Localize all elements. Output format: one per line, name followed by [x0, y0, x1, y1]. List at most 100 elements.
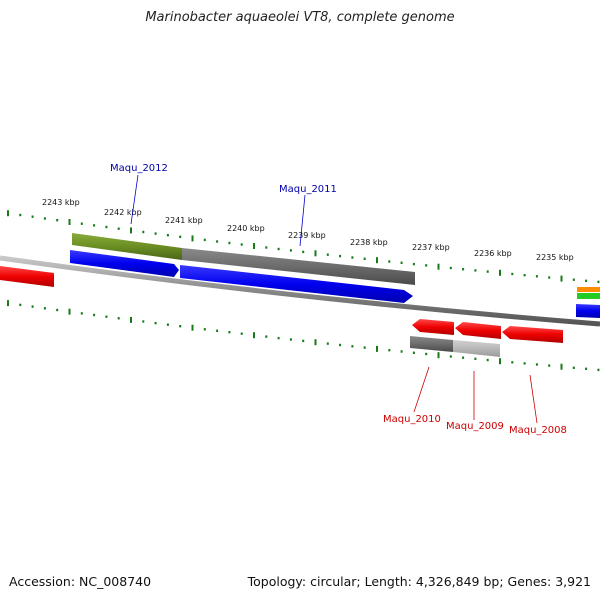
minor-tick — [535, 363, 538, 366]
minor-tick — [449, 266, 452, 270]
minor-tick — [474, 269, 477, 272]
minor-tick — [302, 339, 305, 343]
minor-tick — [240, 332, 243, 335]
minor-tick — [523, 274, 526, 277]
gene-label-maqu-2008[interactable]: Maqu_2008 — [509, 425, 567, 436]
major-tick — [314, 250, 317, 257]
minor-tick — [339, 254, 342, 258]
feature-band-reverse-gray — [410, 336, 453, 352]
minor-tick — [265, 335, 268, 338]
minor-tick — [535, 275, 538, 278]
minor-tick — [19, 213, 22, 217]
gene-arrow-maqu-2011[interactable] — [180, 265, 413, 303]
inner-tick-track — [7, 300, 600, 372]
gene-label-maqu-2012[interactable]: Maqu_2012 — [110, 163, 168, 174]
gene-arrow-left-red[interactable] — [0, 266, 54, 287]
minor-tick — [56, 308, 59, 312]
minor-tick — [400, 350, 403, 353]
minor-tick — [80, 312, 83, 315]
gene-arrow-maqu-2009[interactable] — [455, 322, 501, 339]
tick-label: 2240 kbp — [227, 224, 265, 233]
major-tick — [560, 275, 563, 282]
major-tick — [7, 210, 9, 217]
tick-label: 2238 kbp — [350, 238, 388, 247]
feature-band-reverse-lightgray — [453, 340, 500, 357]
minor-tick — [277, 247, 280, 251]
tick-label: 2237 kbp — [412, 243, 450, 252]
minor-tick — [142, 320, 145, 323]
minor-tick — [572, 278, 575, 281]
accession-text: Accession: NC_008740 — [9, 574, 152, 589]
feature-band-gray — [182, 248, 415, 285]
major-tick — [376, 257, 378, 264]
feature-strip-green — [577, 293, 600, 299]
minor-tick — [597, 368, 600, 372]
tick-label: 2236 kbp — [474, 249, 512, 258]
gene-label-maqu-2010[interactable]: Maqu_2010 — [383, 414, 441, 425]
minor-tick — [166, 323, 169, 326]
minor-tick — [117, 227, 120, 230]
minor-tick — [228, 331, 231, 334]
gene-arrow-maqu-2008[interactable] — [502, 326, 563, 343]
gene-label-maqu-2011[interactable]: Maqu_2011 — [279, 184, 337, 195]
map-title: Marinobacter aquaeolei VT8, complete gen… — [145, 10, 455, 25]
minor-tick — [572, 366, 575, 369]
genome-summary-text: Topology: circular; Length: 4,326,849 bp… — [247, 574, 591, 589]
minor-tick — [277, 336, 280, 340]
minor-tick — [117, 317, 120, 320]
major-tick — [191, 324, 194, 331]
minor-tick — [93, 313, 96, 317]
minor-tick — [326, 253, 329, 256]
feature-strip-orange — [577, 287, 600, 292]
major-tick — [68, 219, 71, 225]
minor-tick — [154, 232, 157, 235]
minor-tick — [240, 243, 243, 246]
outer-tick-track — [7, 210, 600, 284]
minor-tick — [523, 362, 526, 365]
tick-label: 2243 kbp — [42, 198, 80, 207]
minor-tick — [142, 230, 145, 234]
minor-tick — [216, 329, 219, 332]
minor-tick — [80, 222, 83, 225]
minor-tick — [166, 234, 169, 237]
major-tick — [130, 227, 132, 234]
minor-tick — [486, 358, 489, 362]
minor-tick — [425, 352, 428, 356]
feature-band-olive — [72, 233, 182, 260]
minor-tick — [179, 325, 182, 328]
gene-arrow-right-edge[interactable] — [576, 304, 600, 318]
major-tick — [7, 300, 9, 307]
gene-arrow-maqu-2010[interactable] — [412, 319, 454, 335]
minor-tick — [179, 235, 182, 238]
minor-tick — [154, 321, 157, 325]
minor-tick — [449, 355, 452, 358]
minor-tick — [203, 328, 206, 331]
leader-line-maqu-2012 — [130, 174, 139, 225]
major-tick — [191, 235, 194, 242]
minor-tick — [548, 364, 551, 367]
minor-tick — [56, 219, 59, 222]
gene-label-maqu-2009[interactable]: Maqu_2009 — [446, 421, 504, 432]
minor-tick — [326, 342, 329, 345]
tick-label: 2239 kbp — [288, 231, 326, 240]
major-tick — [437, 352, 440, 359]
minor-tick — [412, 262, 415, 266]
minor-tick — [597, 280, 600, 284]
minor-tick — [31, 215, 34, 218]
minor-tick — [486, 270, 489, 273]
minor-tick — [289, 338, 292, 341]
major-tick — [68, 308, 71, 315]
leader-line-maqu-2011 — [299, 194, 306, 247]
major-tick — [376, 345, 378, 352]
gene-arrow-maqu-2012[interactable] — [70, 250, 179, 277]
minor-tick — [43, 307, 46, 310]
minor-tick — [462, 268, 465, 271]
tick-label: 2235 kbp — [536, 253, 574, 262]
minor-tick — [339, 343, 342, 347]
minor-tick — [265, 246, 268, 249]
minor-tick — [511, 361, 514, 364]
minor-tick — [19, 303, 22, 307]
minor-tick — [105, 225, 108, 229]
tick-label: 2242 kbp — [104, 208, 142, 217]
